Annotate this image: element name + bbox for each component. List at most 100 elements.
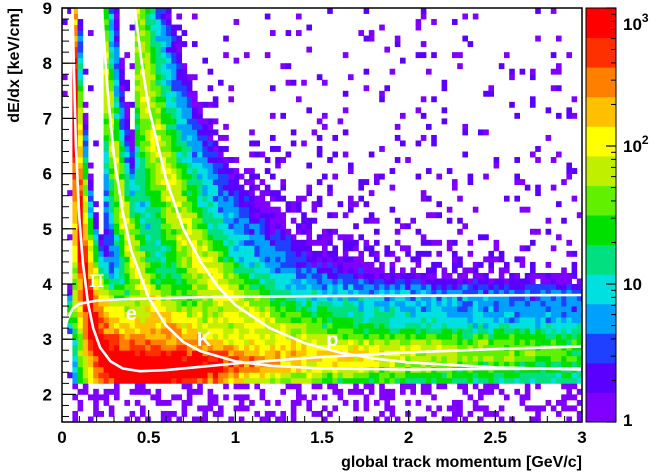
heatmap-cell: [353, 289, 359, 296]
heatmap-cell: [88, 212, 94, 219]
heatmap-cell: [530, 300, 536, 307]
heatmap-cell: [77, 261, 84, 268]
heatmap-cell: [119, 267, 125, 274]
heatmap-cell: [155, 256, 162, 263]
heatmap-cell: [181, 41, 188, 48]
heatmap-cell: [155, 79, 162, 86]
heatmap-cell: [145, 317, 151, 324]
heatmap-cell: [285, 383, 292, 390]
heatmap-cell: [228, 267, 234, 274]
heatmap-cell: [545, 317, 552, 324]
heatmap-cell: [134, 278, 141, 285]
heatmap-cell: [301, 394, 307, 401]
heatmap-cell: [504, 284, 510, 290]
heatmap-cell: [192, 173, 198, 180]
heatmap-cell: [171, 344, 177, 351]
heatmap-cell: [457, 52, 463, 59]
heatmap-cell: [264, 212, 271, 219]
heatmap-cell: [176, 372, 182, 379]
heatmap-cell: [415, 173, 422, 180]
heatmap-cell: [160, 173, 167, 180]
heatmap-cell: [561, 284, 567, 290]
heatmap-cell: [327, 317, 333, 324]
heatmap-cell: [368, 30, 375, 36]
heatmap-cell: [119, 306, 125, 312]
heatmap-cell: [311, 410, 318, 417]
heatmap-cell: [259, 355, 266, 362]
heatmap-cell: [530, 228, 536, 235]
heatmap-cell: [270, 212, 276, 219]
heatmap-cell: [410, 311, 416, 318]
heatmap-cell: [166, 46, 172, 53]
heatmap-cell: [108, 63, 115, 70]
heatmap-cell: [140, 228, 146, 235]
heatmap-cell: [244, 344, 250, 351]
heatmap-cell: [535, 311, 541, 318]
heatmap-cell: [238, 234, 245, 241]
heatmap-cell: [176, 151, 182, 158]
heatmap-cell: [259, 295, 266, 301]
heatmap-cell: [306, 317, 312, 324]
heatmap-cell: [155, 306, 162, 312]
heatmap-cell: [472, 377, 479, 384]
heatmap-cell: [535, 317, 541, 324]
heatmap-cell: [150, 311, 156, 318]
heatmap-cell: [306, 328, 312, 335]
heatmap-cell: [124, 350, 130, 357]
heatmap-cell: [134, 284, 141, 290]
heatmap-cell: [410, 284, 416, 290]
heatmap-cell: [77, 68, 84, 75]
heatmap-cell: [218, 146, 224, 152]
heatmap-cell: [270, 295, 276, 301]
heatmap-cell: [181, 289, 188, 296]
heatmap-cell: [82, 350, 89, 357]
heatmap-cell: [488, 339, 494, 346]
heatmap-cell: [394, 217, 401, 224]
heatmap-cell: [124, 377, 130, 384]
heatmap-cell: [275, 261, 281, 268]
heatmap-cell: [270, 317, 276, 324]
heatmap-cell: [400, 361, 406, 368]
heatmap-cell: [410, 383, 416, 390]
heatmap-cell: [498, 416, 505, 422]
heatmap-cell: [202, 311, 208, 318]
heatmap-cell: [82, 261, 89, 268]
heatmap-cell: [207, 278, 214, 285]
heatmap-cell: [535, 8, 541, 14]
heatmap-cell: [259, 256, 266, 263]
heatmap-cell: [462, 306, 468, 312]
heatmap-cell: [119, 239, 125, 246]
heatmap-cell: [348, 388, 354, 395]
heatmap-cell: [108, 328, 115, 335]
heatmap-cell: [223, 311, 229, 318]
heatmap-cell: [103, 234, 110, 241]
heatmap-cell: [98, 355, 104, 362]
heatmap-cell: [540, 372, 546, 379]
heatmap-cell: [446, 405, 453, 412]
heatmap-cell: [436, 333, 442, 340]
heatmap-cell: [296, 317, 302, 324]
heatmap-cell: [285, 30, 292, 36]
heatmap-cell: [176, 13, 182, 20]
heatmap-cell: [238, 399, 245, 406]
x-tick-label: 2.5: [484, 428, 508, 447]
heatmap-cell: [322, 267, 328, 274]
x-tick-label: 1: [231, 428, 240, 447]
heatmap-cell: [410, 339, 416, 346]
heatmap-cell: [223, 366, 229, 373]
heatmap-cell: [358, 355, 364, 362]
heatmap-cell: [119, 134, 125, 141]
heatmap-cell: [301, 79, 307, 86]
heatmap-cell: [114, 30, 120, 36]
heatmap-cell: [244, 256, 250, 263]
heatmap-cell: [462, 35, 468, 42]
heatmap-cell: [77, 267, 84, 274]
heatmap-cell: [114, 63, 120, 70]
heatmap-cell: [171, 234, 177, 241]
heatmap-cell: [478, 328, 484, 335]
heatmap-cell: [233, 261, 240, 268]
heatmap-cell: [467, 250, 474, 257]
heatmap-cell: [420, 284, 427, 290]
heatmap-cell: [108, 90, 115, 97]
heatmap-cell: [244, 284, 250, 290]
